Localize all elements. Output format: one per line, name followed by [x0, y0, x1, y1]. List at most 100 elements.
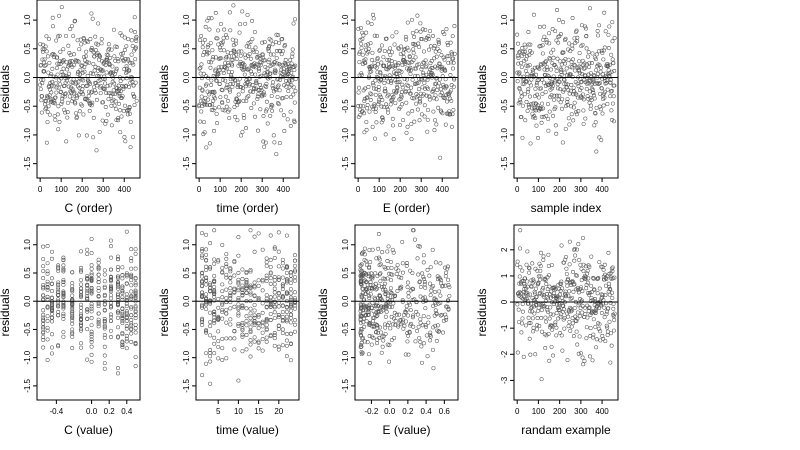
y-tick-label: 0.0	[500, 71, 509, 83]
x-tick-label: 10	[234, 407, 243, 416]
data-point	[266, 76, 271, 81]
data-point	[95, 83, 100, 88]
data-point	[531, 75, 536, 79]
data-point	[358, 327, 363, 331]
data-point	[594, 337, 599, 342]
data-point	[208, 266, 213, 271]
data-point	[425, 117, 430, 122]
data-point	[385, 57, 390, 62]
data-point	[554, 131, 559, 136]
data-point	[70, 318, 75, 323]
data-point	[127, 68, 132, 73]
data-point	[247, 82, 252, 87]
data-point	[248, 269, 253, 274]
data-point	[522, 282, 527, 287]
data-point	[56, 266, 61, 271]
data-point	[133, 340, 138, 345]
data-point	[611, 314, 616, 319]
data-point	[437, 61, 442, 66]
data-point	[133, 291, 138, 296]
data-point	[602, 45, 607, 50]
data-point	[133, 288, 138, 293]
data-point	[574, 112, 579, 117]
data-point	[242, 65, 247, 69]
data-point	[272, 294, 277, 299]
data-point	[223, 94, 228, 99]
data-point	[601, 103, 606, 108]
data-point	[78, 68, 83, 73]
data-point	[61, 279, 66, 284]
data-point	[120, 321, 125, 326]
data-point	[237, 76, 242, 81]
data-point	[569, 295, 574, 300]
data-point	[586, 50, 591, 55]
data-point	[367, 293, 372, 298]
data-point	[288, 124, 293, 128]
data-point	[517, 87, 522, 92]
data-point	[431, 46, 436, 51]
data-point	[284, 277, 289, 282]
data-point	[49, 315, 54, 320]
data-point	[370, 50, 375, 55]
data-point	[562, 315, 567, 320]
data-point	[526, 30, 531, 34]
data-point	[109, 47, 114, 52]
data-point	[292, 290, 297, 295]
data-point	[208, 333, 213, 338]
data-point	[267, 44, 272, 49]
data-point	[290, 47, 295, 52]
data-point	[124, 315, 129, 319]
data-point	[383, 289, 388, 294]
data-point	[85, 251, 90, 256]
data-point	[407, 302, 412, 307]
data-point	[126, 107, 131, 112]
data-point	[567, 41, 572, 46]
data-point	[68, 59, 72, 64]
x-tick-label: 0.2	[104, 407, 116, 416]
data-point	[538, 250, 543, 255]
data-point	[260, 288, 265, 293]
data-point	[214, 111, 219, 116]
data-point	[527, 52, 532, 57]
data-point	[260, 324, 265, 329]
data-point	[533, 86, 538, 91]
data-point	[404, 263, 409, 268]
data-point	[61, 304, 66, 309]
data-point	[88, 71, 93, 76]
data-point	[231, 81, 235, 86]
data-point	[65, 115, 70, 120]
data-point	[370, 81, 375, 86]
data-point	[248, 354, 253, 359]
data-point	[43, 63, 48, 68]
data-point	[108, 285, 113, 290]
data-point	[377, 263, 382, 268]
data-point	[441, 330, 445, 335]
data-point	[572, 36, 577, 41]
data-point	[416, 272, 421, 277]
y-tick-label: -1.0	[341, 127, 350, 141]
data-point	[70, 293, 75, 298]
data-point	[57, 119, 62, 124]
data-point	[432, 43, 437, 48]
data-point	[358, 309, 363, 314]
data-point	[601, 274, 606, 279]
data-point	[438, 261, 443, 266]
data-point	[436, 39, 441, 44]
data-point	[124, 304, 129, 309]
data-point	[446, 54, 451, 59]
data-point	[51, 24, 55, 29]
data-point	[520, 268, 525, 273]
data-point	[378, 325, 382, 330]
data-point	[422, 103, 427, 108]
data-point	[208, 300, 213, 305]
data-point	[233, 78, 238, 83]
data-point	[596, 33, 601, 38]
data-point	[288, 315, 293, 320]
data-point	[589, 296, 594, 301]
data-point	[236, 235, 241, 240]
data-point	[581, 108, 586, 113]
data-point	[363, 278, 367, 283]
data-point	[256, 296, 261, 300]
data-point	[276, 304, 281, 309]
data-point	[53, 81, 58, 86]
